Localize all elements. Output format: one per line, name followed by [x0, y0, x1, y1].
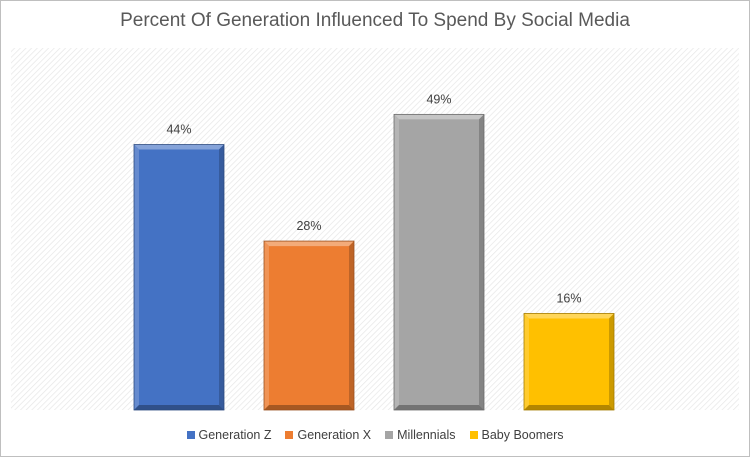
data-label: 28%: [296, 219, 321, 233]
legend-swatch: [285, 431, 294, 439]
legend-label: Generation X: [297, 428, 372, 442]
legend-label: Millennials: [397, 428, 456, 442]
legend-swatch: [186, 431, 195, 439]
bar-generation-z: [133, 144, 225, 411]
legend: Generation Z Generation X Millennials Baby …: [0, 428, 750, 442]
plot-area: [11, 48, 739, 410]
legend-label: Generation Z: [198, 428, 272, 442]
legend-swatch: [385, 431, 394, 439]
data-label: 44%: [166, 123, 191, 137]
bar-generation-x: [263, 240, 355, 411]
bar-baby-boomers: [523, 313, 615, 411]
data-label: 49%: [426, 92, 451, 106]
bar-millennials: [393, 113, 485, 411]
legend-label: Baby Boomers: [481, 428, 564, 442]
chart-title: Percent Of Generation Influenced To Spen…: [120, 10, 630, 31]
legend-item: Millennials: [385, 428, 456, 442]
legend-item: Baby Boomers: [469, 428, 564, 442]
legend-item: Generation Z: [186, 428, 272, 442]
legend-item: Generation X: [285, 428, 371, 442]
legend-swatch: [469, 431, 478, 439]
data-label: 16%: [556, 291, 581, 305]
